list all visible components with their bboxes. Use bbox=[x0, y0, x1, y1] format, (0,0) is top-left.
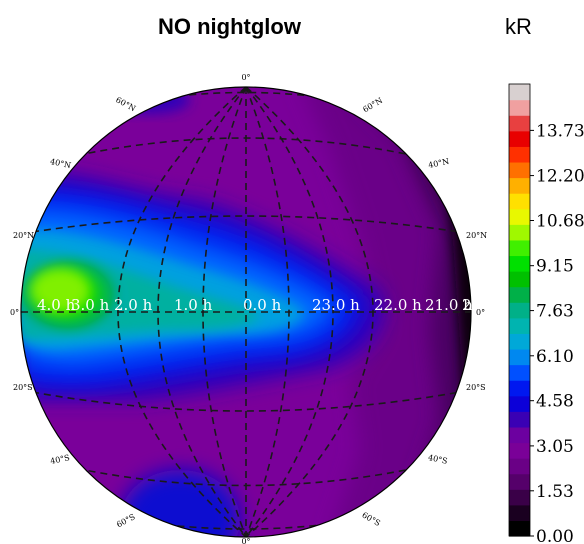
graticule bbox=[21, 87, 471, 537]
lat-label: 0° bbox=[241, 73, 250, 82]
colorbar-band bbox=[509, 348, 530, 366]
colorbar-band bbox=[509, 458, 530, 475]
colorbar-band bbox=[509, 520, 530, 537]
lt-label: 1.0 h bbox=[174, 296, 213, 314]
lat-label: 0° bbox=[241, 537, 250, 544]
colorbar-tick-label: 7.63 bbox=[536, 302, 574, 322]
colorbar: 13.73 12.20 10.68 9.15 7.63 6.10 4.58 3.05 1.53 0… bbox=[508, 83, 584, 544]
lt-label: 0.0 h bbox=[243, 296, 282, 314]
lt-label: 3.0 h bbox=[71, 296, 110, 314]
lt-label: 22.0 h bbox=[374, 296, 422, 314]
colorbar-frame bbox=[508, 83, 531, 537]
local-time-labels: 4.0 h 3.0 h 2.0 h 1.0 h 0.0 h 23.0 h 22.… bbox=[37, 296, 481, 314]
map-title: NO nightglow bbox=[158, 14, 301, 39]
colorbar-band bbox=[509, 130, 530, 147]
lat-label: 20°N bbox=[13, 231, 34, 240]
colorbar-band bbox=[509, 302, 530, 319]
lat-label: 60°N bbox=[114, 95, 137, 113]
lat-label: 20°S bbox=[466, 383, 486, 392]
colorbar-band bbox=[509, 271, 530, 288]
lat-label: 60°N bbox=[361, 96, 384, 114]
colorbar-tick-label: 3.05 bbox=[536, 437, 574, 457]
colorbar-band bbox=[509, 364, 530, 381]
lat-label: 0° bbox=[476, 308, 485, 317]
colorbar-band bbox=[509, 442, 530, 459]
colorbar-band bbox=[509, 255, 530, 272]
colorbar-tick-label: 13.73 bbox=[536, 121, 584, 141]
lat-label: 40°N bbox=[427, 157, 450, 170]
colorbar-tick-label: 9.15 bbox=[536, 257, 574, 277]
colorbar-band bbox=[509, 333, 530, 350]
lt-label: 20 bbox=[462, 296, 481, 314]
colorbar-tick-label: 10.68 bbox=[536, 211, 584, 231]
colorbar-band bbox=[509, 411, 530, 428]
lt-label: 21.0 h bbox=[425, 296, 473, 314]
colorbar-band bbox=[509, 489, 530, 506]
lat-label: 40°S bbox=[49, 453, 70, 466]
latitude-labels: 0° 0° 0° 0° 60°N 60°N 40°N 40°N 20°N 20°… bbox=[10, 73, 487, 544]
globe-outline bbox=[20, 86, 472, 538]
lat-label: 20°S bbox=[13, 383, 33, 392]
colorbar-unit: kR bbox=[505, 14, 532, 39]
lat-label: 40°N bbox=[49, 157, 72, 170]
colorbar-band bbox=[509, 193, 530, 210]
colorbar-band bbox=[509, 208, 530, 225]
colorbar-band bbox=[509, 84, 530, 101]
colorbar-band bbox=[509, 224, 530, 241]
colorbar-band bbox=[509, 286, 530, 303]
colorbar-band bbox=[509, 426, 530, 444]
lat-label: 60°S bbox=[115, 512, 137, 529]
colorbar-band bbox=[509, 504, 530, 522]
colorbar-band bbox=[509, 395, 530, 412]
colorbar-band bbox=[509, 473, 530, 490]
colorbar-tick-label: 4.58 bbox=[536, 392, 574, 412]
colorbar-band bbox=[509, 161, 530, 179]
colorbar-band bbox=[509, 380, 530, 397]
colorbar-band bbox=[509, 239, 530, 257]
colorbar-tick-label: 6.10 bbox=[536, 347, 574, 367]
colorbar-band bbox=[509, 317, 530, 334]
colorbar-tick-label: 12.20 bbox=[536, 167, 584, 187]
colorbar-band bbox=[509, 177, 530, 194]
colorbar-band bbox=[509, 115, 530, 132]
lat-label: 20°N bbox=[466, 231, 487, 240]
lat-label: 40°S bbox=[427, 453, 448, 466]
lat-label: 60°S bbox=[360, 510, 382, 528]
colorbar-tick-label: 1.53 bbox=[536, 482, 574, 502]
lt-label: 23.0 h bbox=[312, 296, 360, 314]
lat-label: 0° bbox=[10, 308, 19, 317]
lt-label: 2.0 h bbox=[114, 296, 153, 314]
colorbar-band bbox=[509, 99, 530, 116]
lt-label: 4.0 h bbox=[37, 296, 76, 314]
colorbar-band bbox=[509, 146, 530, 163]
colorbar-tick-label: 0.00 bbox=[536, 527, 574, 544]
